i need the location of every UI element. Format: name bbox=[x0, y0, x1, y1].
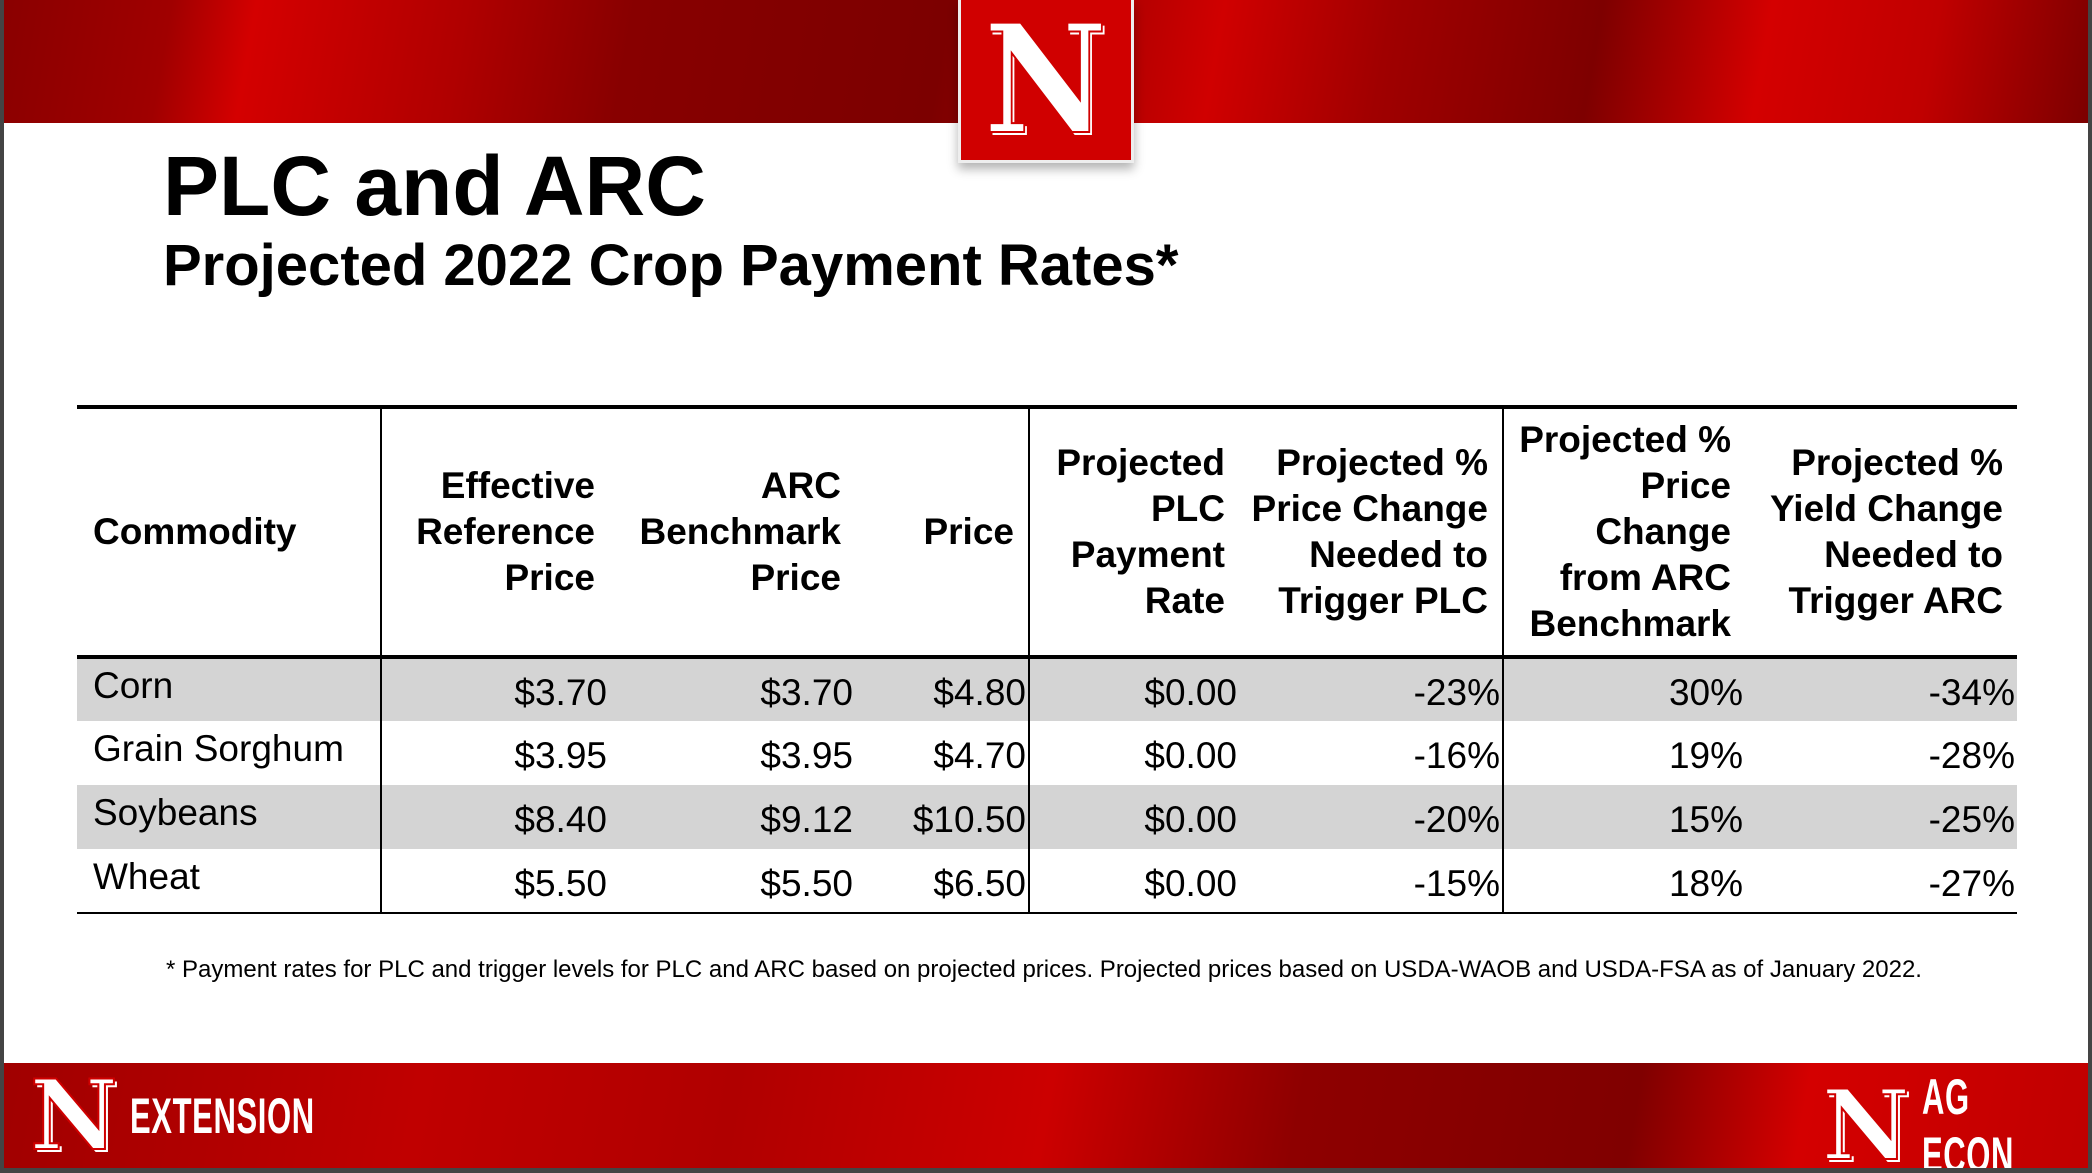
commodity-cell: Wheat bbox=[77, 849, 382, 914]
value-cell: $4.70 bbox=[855, 721, 1030, 785]
slide-title: PLC and ARC bbox=[163, 139, 706, 233]
commodity-cell: Corn bbox=[77, 657, 382, 721]
value-cell: $10.50 bbox=[855, 785, 1030, 849]
slide: N PLC and ARC Projected 2022 Crop Paymen… bbox=[4, 0, 2088, 1168]
header-arc-benchmark-price: ARC Benchmark Price bbox=[609, 405, 855, 659]
table-row: Wheat $5.50 $5.50 $6.50 $0.00 -15% 18% -27% bbox=[77, 849, 2017, 914]
value-cell: -16% bbox=[1239, 721, 1504, 785]
header-effective-reference-price: Effective Reference Price bbox=[381, 405, 609, 659]
header-plc-payment-rate: Projected PLC Payment Rate bbox=[1029, 405, 1239, 659]
header-trigger-arc: Projected % Yield Change Needed to Trigg… bbox=[1745, 405, 2017, 659]
value-cell: 19% bbox=[1668, 735, 1743, 776]
n-logo-icon: N bbox=[983, 0, 1108, 168]
value-cell: $5.50 bbox=[381, 849, 609, 914]
value-cell: 30% bbox=[1503, 657, 1745, 721]
value-cell: $0.00 bbox=[1029, 785, 1239, 849]
value-cell: $3.95 bbox=[760, 735, 853, 776]
value-cell: $0.00 bbox=[1029, 657, 1239, 721]
value-cell: $4.80 bbox=[855, 657, 1030, 721]
ag-econ-label: AG ECON bbox=[1921, 1069, 2014, 1168]
commodity-cell: Soybeans bbox=[77, 785, 382, 849]
value-cell: $8.40 bbox=[381, 785, 609, 849]
value-cell: $0.00 bbox=[1144, 735, 1237, 776]
table-row: Grain Sorghum $3.95 $3.95 $4.70 $0.00 -16% 19%… bbox=[77, 721, 2017, 785]
header-trigger-plc: Projected % Price Change Needed to Trigg… bbox=[1239, 405, 1504, 659]
extension-label: EXTENSION bbox=[129, 1088, 315, 1144]
table-row: Corn $3.70 $3.70 $4.80 $0.00 -23% 30% -34% bbox=[77, 657, 2017, 721]
header-change-from-arc: Projected % Price Change from ARC Benchm… bbox=[1503, 405, 1745, 659]
value-cell: 15% bbox=[1503, 785, 1745, 849]
extension-brand: N EXTENSION bbox=[29, 1059, 428, 1168]
n-logo-icon: N bbox=[29, 1059, 119, 1168]
value-cell: $6.50 bbox=[855, 849, 1030, 914]
value-cell: -20% bbox=[1239, 785, 1504, 849]
value-cell: -34% bbox=[1745, 657, 2017, 721]
value-cell: -28% bbox=[1928, 735, 2015, 776]
value-cell: $0.00 bbox=[1029, 849, 1239, 914]
table-row: Soybeans $8.40 $9.12 $10.50 $0.00 -20% 15% -25% bbox=[77, 785, 2017, 849]
footnote: * Payment rates for PLC and trigger leve… bbox=[166, 956, 1922, 983]
n-logo-icon: N bbox=[1821, 1069, 1911, 1169]
bottom-banner bbox=[4, 1063, 2088, 1168]
ag-econ-brand: N AG ECON bbox=[1821, 1068, 2088, 1169]
value-cell: -27% bbox=[1745, 849, 2017, 914]
value-cell: -25% bbox=[1745, 785, 2017, 849]
header-price: Price bbox=[855, 405, 1030, 659]
value-cell: $3.95 bbox=[514, 735, 607, 776]
value-cell: 18% bbox=[1503, 849, 1745, 914]
nebraska-logo: N bbox=[958, 0, 1134, 163]
value-cell: -23% bbox=[1239, 657, 1504, 721]
header-row: Commodity Effective Reference Price ARC … bbox=[77, 405, 2017, 659]
header-commodity: Commodity bbox=[77, 405, 382, 659]
value-cell: $3.70 bbox=[609, 657, 855, 721]
value-cell: $3.70 bbox=[381, 657, 609, 721]
commodity-cell: Grain Sorghum bbox=[77, 721, 382, 785]
value-cell: $9.12 bbox=[609, 785, 855, 849]
slide-subtitle: Projected 2022 Crop Payment Rates* bbox=[163, 233, 1179, 298]
value-cell: -15% bbox=[1239, 849, 1504, 914]
payment-rates-table: Commodity Effective Reference Price ARC … bbox=[77, 405, 2017, 914]
value-cell: $5.50 bbox=[609, 849, 855, 914]
